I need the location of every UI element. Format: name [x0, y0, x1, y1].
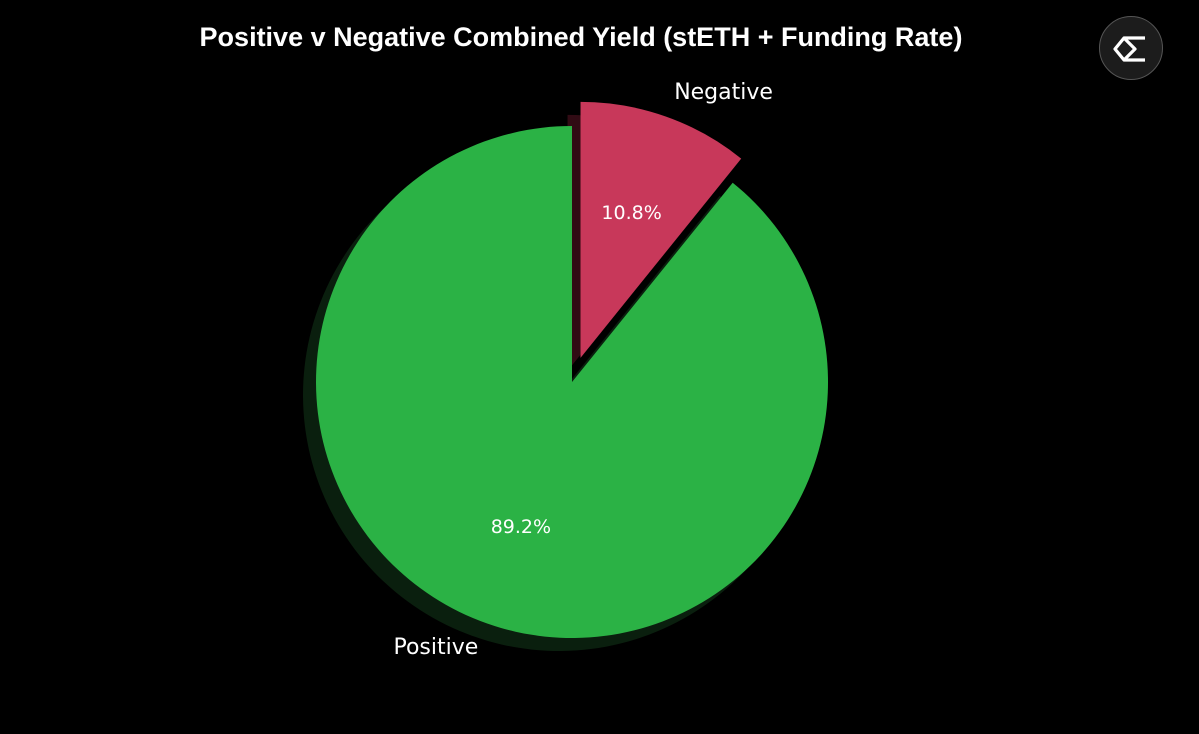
brand-logo [1099, 16, 1163, 80]
pie-labels: 10.8% Negative 89.2% Positive [393, 80, 772, 660]
positive-percent-label: 89.2% [491, 516, 551, 538]
negative-percent-label: 10.8% [601, 202, 661, 224]
negative-slice [580, 101, 742, 358]
sigma-logo-icon [1113, 36, 1145, 62]
chart-title: Positive v Negative Combined Yield (stET… [199, 22, 963, 52]
negative-category-label: Negative [674, 80, 773, 105]
positive-slice [316, 126, 829, 638]
pie-slices [316, 101, 829, 638]
positive-category-label: Positive [393, 635, 478, 660]
